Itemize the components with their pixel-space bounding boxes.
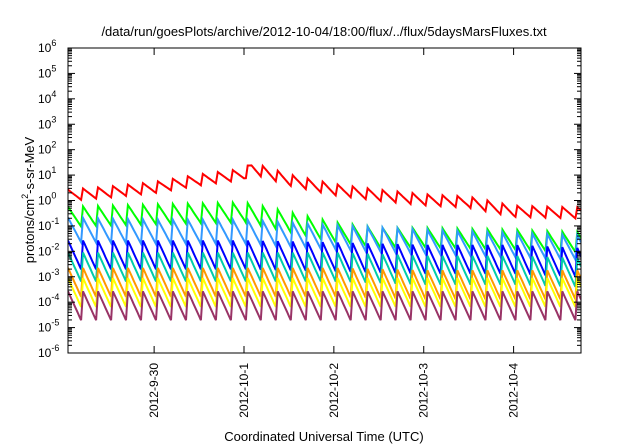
chart-title: /data/run/goesPlots/archive/2012-10-04/1… [101,24,547,39]
y-axis-label-base: protons/cm [22,199,37,263]
series-line-5 [68,252,581,288]
y-tick-label: 10-1 [38,216,59,233]
y-tick-label: 101 [38,165,56,182]
y-tick-base: 10 [38,321,52,335]
y-tick-label: 10-6 [38,343,59,360]
y-tick-exp: 2 [51,140,56,150]
y-tick-label: 10-2 [38,241,59,258]
y-tick-base: 10 [38,66,52,80]
series-line-8 [68,290,581,321]
y-tick-label: 10-5 [38,318,59,335]
y-tick-base: 10 [38,219,52,233]
y-tick-exp: 6 [51,38,56,48]
y-tick-exp: 5 [51,63,56,73]
y-axis-label-rest: -s-sr-MeV [22,136,37,193]
y-tick-exp: 0 [51,191,56,201]
y-tick-exp: -6 [51,343,59,353]
y-axis-label-exp: 2 [20,194,30,199]
x-axis-label: Coordinated Universal Time (UTC) [224,429,423,444]
y-tick-label: 106 [38,38,56,55]
y-tick-base: 10 [38,117,52,131]
x-axis: 2012-9-30 2012-10-1 2012-10-2 2012-10-3 2012… [147,48,521,418]
series-line-3 [68,214,581,264]
y-tick-label: 105 [38,63,56,80]
y-tick-exp: -5 [51,318,59,328]
y-tick-exp: 4 [51,89,56,99]
y-tick-base: 10 [38,295,52,309]
y-tick-label: 103 [38,114,56,131]
x-tick-label: 2012-10-4 [507,363,521,418]
y-tick-base: 10 [38,270,52,284]
series-line-6 [68,267,581,300]
x-tick-label: 2012-10-2 [327,363,341,418]
y-tick-label: 10-3 [38,267,59,284]
y-tick-exp: 1 [51,165,56,175]
y-tick-exp: 3 [51,114,56,124]
series-line-4 [68,240,581,278]
y-axis-label: protons/cm2-s-sr-MeV [20,136,37,263]
y-tick-base: 10 [38,194,52,208]
y-tick-exp: -3 [51,267,59,277]
x-tick-label: 2012-9-30 [147,363,161,418]
y-tick-base: 10 [38,346,52,360]
series-line-1 [68,163,581,221]
y-tick-base: 10 [38,92,52,106]
y-tick-base: 10 [38,143,52,157]
y-tick-base: 10 [38,41,52,55]
series-layer [68,163,581,321]
y-tick-label: 10-4 [38,292,59,309]
y-tick-label: 104 [38,89,56,106]
series-line-7 [68,277,581,308]
y-tick-base: 10 [38,244,52,258]
y-axis: 10-610-510-410-310-210-11001011021031041… [38,38,581,360]
y-tick-base: 10 [38,168,52,182]
x-tick-label: 2012-10-3 [417,363,431,418]
plot-frame [67,47,582,354]
y-tick-label: 100 [38,191,56,208]
x-tick-label: 2012-10-1 [237,363,251,418]
y-tick-exp: -1 [51,216,59,226]
y-tick-exp: -2 [51,241,59,251]
series-line-2 [68,199,581,256]
y-tick-label: 102 [38,140,56,157]
y-tick-exp: -4 [51,292,59,302]
